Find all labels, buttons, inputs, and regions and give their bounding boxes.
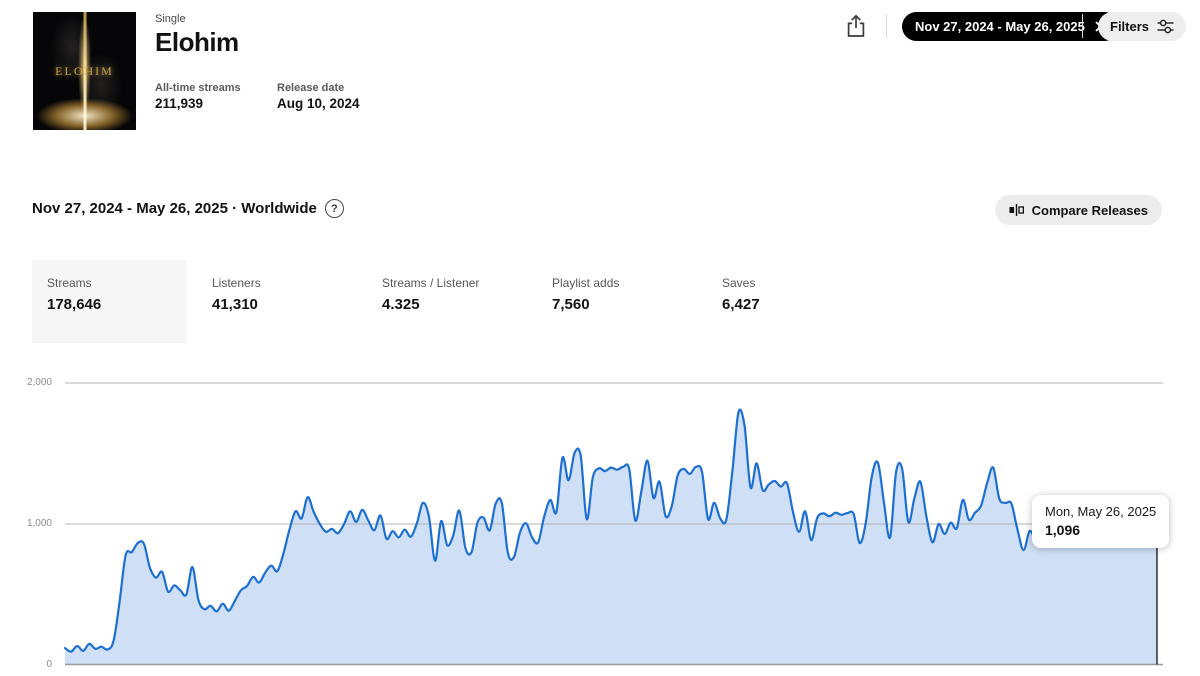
chart-area-fill	[65, 409, 1157, 665]
y-axis-tick-2000: 2,000	[26, 377, 52, 388]
release-date-label: Release date	[277, 82, 345, 94]
date-range-filter-chip[interactable]: Nov 27, 2024 - May 26, 2025	[902, 12, 1119, 41]
help-icon[interactable]: ?	[324, 199, 344, 218]
tooltip-date: Mon, May 26, 2025	[1045, 504, 1157, 519]
page-title: Elohim	[155, 27, 239, 57]
share-button[interactable]	[845, 13, 867, 42]
date-range-title: Nov 27, 2024 - May 26, 2025 · Worldwide	[32, 200, 317, 217]
date-range-label: Nov 27, 2024 - May 26, 2025	[915, 19, 1085, 34]
cover-art-title-text: ELOHIM	[55, 63, 114, 78]
stat-tab-streams[interactable]: Streams 178,646	[32, 260, 187, 343]
stat-label: Saves	[722, 276, 756, 290]
stat-value: 7,560	[552, 296, 590, 313]
compare-releases-label: Compare Releases	[1031, 202, 1148, 218]
compare-releases-icon	[1009, 203, 1024, 217]
all-time-streams-value: 211,939	[155, 96, 204, 111]
filters-button[interactable]: Filters	[1098, 12, 1187, 41]
chart-tooltip: Mon, May 26, 2025 1,096	[1032, 495, 1170, 548]
all-time-streams-label: All-time streams	[155, 82, 241, 94]
stat-value: 41,310	[212, 296, 258, 313]
y-axis-tick-0: 0	[46, 659, 52, 670]
release-date-value: Aug 10, 2024	[277, 96, 360, 111]
filters-label: Filters	[1110, 19, 1150, 34]
stat-tab-playlist-adds[interactable]: Playlist adds 7,560	[552, 260, 702, 343]
stat-tab-streams-per-listener[interactable]: Streams / Listener 4.325	[382, 260, 532, 343]
stat-value: 178,646	[47, 296, 102, 313]
stat-label: Streams / Listener	[382, 276, 480, 290]
stat-value: 4.325	[382, 296, 420, 313]
chart-line	[63, 408, 1159, 653]
tooltip-value: 1,096	[1045, 522, 1081, 538]
chart-canvas[interactable]	[0, 360, 1200, 676]
stat-tab-saves[interactable]: Saves 6,427	[722, 260, 872, 343]
stat-label: Streams	[47, 276, 92, 290]
stat-label: Listeners	[212, 276, 261, 290]
cover-light-beam	[83, 12, 86, 130]
compare-releases-button[interactable]: Compare Releases	[994, 195, 1162, 225]
sliders-icon	[1157, 19, 1174, 34]
header-divider	[886, 14, 887, 38]
stat-value: 6,427	[722, 296, 760, 313]
stat-tab-listeners[interactable]: Listeners 41,310	[212, 260, 362, 343]
header-divider	[1082, 14, 1083, 38]
y-axis-tick-1000: 1,000	[26, 518, 52, 529]
stats-tab-row: Streams 178,646 Listeners 41,310 Streams…	[32, 260, 1172, 343]
album-type-label: Single	[155, 13, 186, 25]
streams-area-chart[interactable]: 2,000 1,000 0 Mon, May 26, 2025 1,096	[0, 360, 1200, 676]
share-icon	[845, 14, 867, 42]
stat-label: Playlist adds	[552, 276, 620, 290]
album-cover-art[interactable]: ELOHIM	[33, 12, 136, 130]
